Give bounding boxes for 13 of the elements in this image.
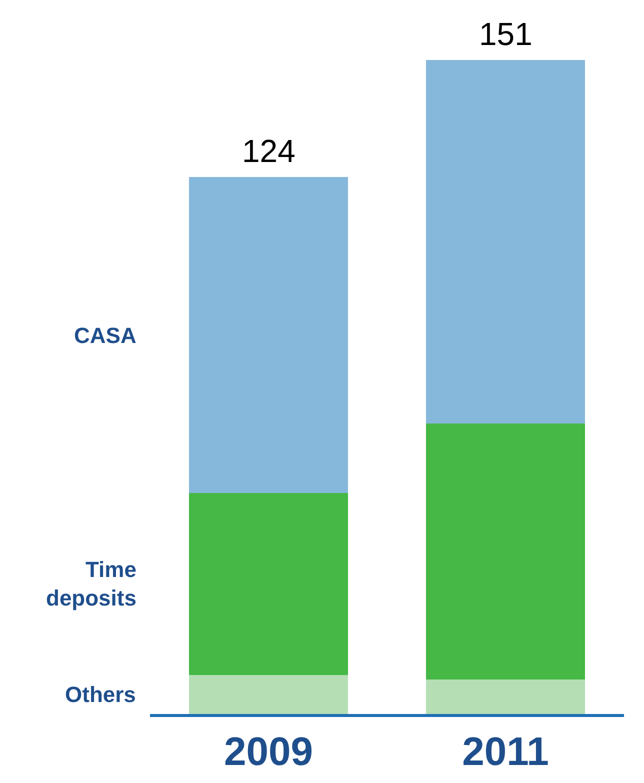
text: Others — [65, 682, 136, 707]
bar — [189, 492, 348, 675]
bar — [426, 60, 585, 424]
x-tick-label: 2011 — [462, 730, 549, 774]
bar — [426, 679, 585, 714]
annotation: 151 — [479, 16, 532, 52]
bar — [426, 424, 585, 680]
x-tick-label: 2009 — [224, 730, 313, 774]
text: Time deposits — [46, 557, 136, 611]
bar — [189, 674, 348, 714]
text: CASA — [74, 323, 136, 348]
annotation: 124 — [242, 133, 296, 169]
bar — [189, 177, 348, 493]
